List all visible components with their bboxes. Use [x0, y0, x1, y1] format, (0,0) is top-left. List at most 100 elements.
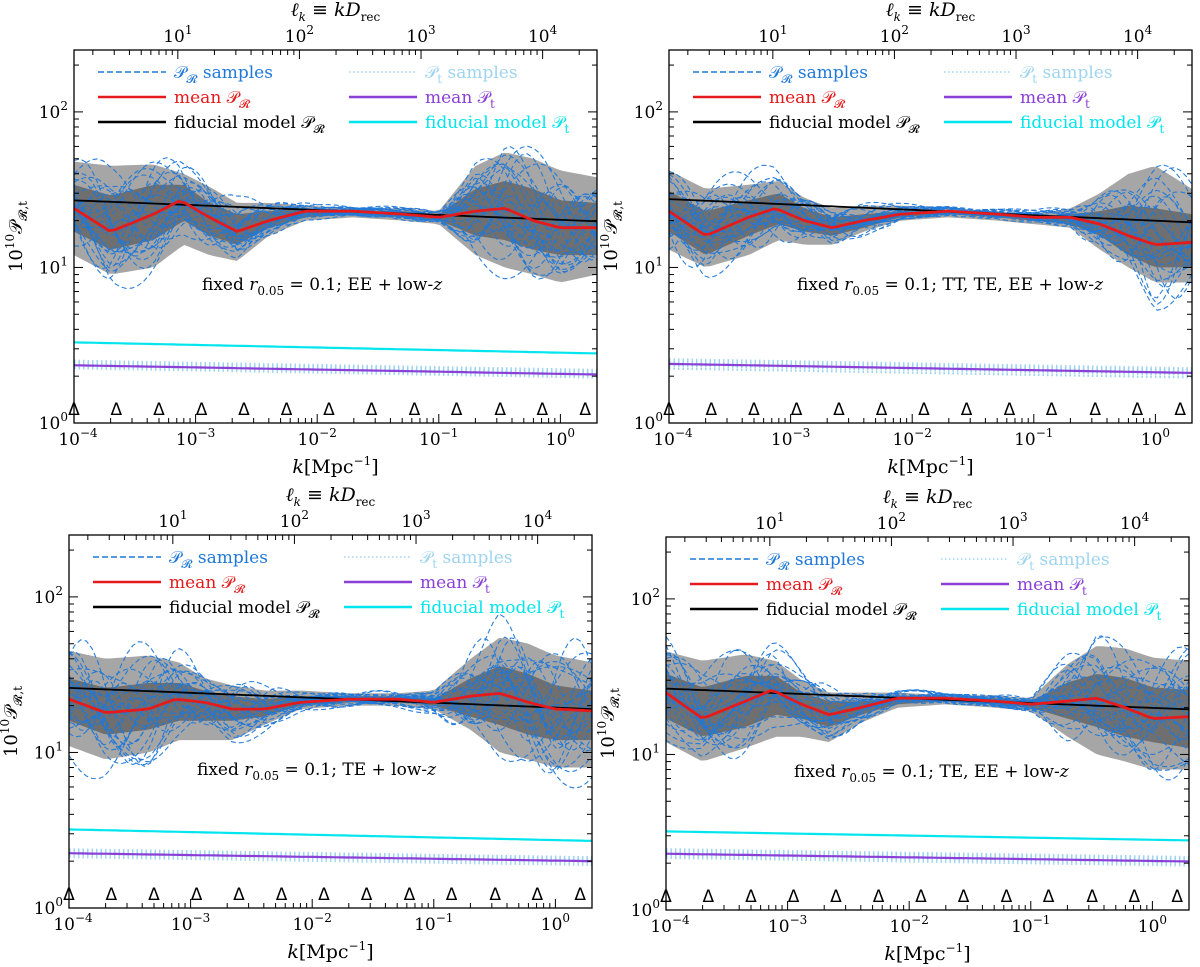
tick-base: 10 — [523, 512, 545, 532]
tick-base: 10 — [171, 915, 193, 935]
scalar-sample-line — [74, 177, 597, 246]
tick-base: 10 — [1014, 430, 1036, 450]
tick-base: 10 — [414, 915, 436, 935]
legend-label: mean 𝒫t — [420, 573, 490, 596]
tick-exponent: −3 — [193, 911, 211, 925]
tick-exponent: −4 — [672, 913, 690, 927]
scalar-sample-line — [669, 177, 1192, 232]
tick-base: 10 — [1141, 430, 1163, 450]
x-axis-label: k[Mpc−1] — [287, 939, 373, 963]
knot-marker: Δ — [536, 400, 548, 420]
scalar-sample-line — [69, 664, 592, 747]
knot-marker: Δ — [873, 887, 885, 907]
y-label-exp: 10 — [595, 721, 609, 736]
y-tick-label: 100 — [634, 410, 663, 434]
x-tick-label: 100 — [1141, 426, 1170, 450]
tensor-sample-line — [69, 856, 592, 867]
x-label-close: ] — [371, 456, 378, 478]
anno-sub: 0.05 — [852, 284, 879, 298]
top-tick-label: 102 — [880, 23, 909, 47]
top-label-D: D — [339, 484, 355, 506]
knot-marker: Δ — [833, 400, 845, 420]
knot-marker: Δ — [1174, 400, 1186, 420]
legend-text: mean 𝒫 — [1017, 575, 1084, 595]
legend-label: mean 𝒫t — [1020, 88, 1090, 111]
legend-sub: 𝓡 — [314, 122, 326, 136]
tick-base: 10 — [893, 430, 915, 450]
top-tick-label: 103 — [401, 508, 430, 532]
knot-marker: Δ — [111, 400, 123, 420]
tick-exponent: −4 — [75, 911, 93, 925]
top-axis-label: ℓk ≡ kDrec — [883, 486, 973, 511]
x-tick-label: 10−4 — [53, 911, 93, 935]
x-label-unit: [Mpc — [304, 456, 354, 478]
top-label-equiv: ≡ — [301, 484, 329, 506]
mean-scalar-line — [74, 199, 597, 233]
x-label-exp: −1 — [949, 454, 967, 468]
tensor-sample-line — [69, 849, 592, 860]
x-tick-label: 10−1 — [1011, 913, 1050, 937]
tick-exponent: 4 — [1145, 23, 1153, 37]
legend-sub: t — [1157, 609, 1162, 623]
legend-sub: 𝓡 — [778, 559, 790, 573]
knot-marker: Δ — [323, 400, 335, 420]
tick-exponent: 2 — [898, 510, 906, 524]
y-tick-label: 101 — [631, 741, 660, 765]
scalar-sample-line — [69, 636, 592, 732]
knot-marker: Δ — [1043, 887, 1055, 907]
y-label-base: 10 — [6, 249, 27, 272]
knot-marker: Δ — [579, 400, 591, 420]
x-axis-label: k[Mpc−1] — [887, 454, 973, 478]
tensor-sample-line — [669, 358, 1192, 370]
x-label-unit: [Mpc — [899, 456, 949, 478]
x-tick-label: 100 — [541, 911, 570, 935]
anno-sub: 0.05 — [257, 284, 284, 298]
legend-label: fiducial model 𝒫𝓡 — [174, 113, 326, 136]
legend-text: 𝒫 — [169, 548, 183, 568]
x-label-k: k — [292, 456, 304, 478]
y-tick-label: 101 — [634, 254, 663, 278]
legend-sub: 𝓡 — [309, 607, 321, 621]
anno-r: r — [841, 762, 850, 782]
x-label-k: k — [287, 941, 299, 963]
legend-rest: samples — [789, 550, 865, 570]
tick-exponent: 3 — [423, 508, 431, 522]
tick-exponent: 2 — [652, 586, 660, 600]
tick-base: 10 — [528, 27, 550, 47]
x-axis-label: k[Mpc−1] — [884, 941, 970, 965]
tick-exponent: 1 — [55, 739, 63, 753]
tick-exponent: 0 — [55, 895, 63, 909]
tick-exponent: −1 — [441, 426, 459, 440]
tick-base: 10 — [39, 258, 61, 278]
anno-z: z — [426, 760, 437, 780]
x-axis-label: k[Mpc−1] — [292, 454, 378, 478]
scalar-sample-line — [69, 637, 592, 750]
top-label-sub-k: k — [894, 10, 901, 24]
knot-marker: Δ — [366, 400, 378, 420]
tick-base: 10 — [631, 901, 653, 921]
tick-base: 10 — [546, 430, 568, 450]
y-label-base: 10 — [598, 736, 619, 759]
legend-text: 𝒫 — [1017, 550, 1031, 570]
y-label-P: 𝒫 — [6, 219, 27, 234]
knot-marker: Δ — [915, 887, 927, 907]
knot-marker: Δ — [958, 887, 970, 907]
tick-exponent: 0 — [60, 410, 68, 424]
x-tick-label: 10−4 — [650, 913, 690, 937]
scalar-sample-line — [69, 666, 592, 769]
knot-marker: Δ — [281, 400, 293, 420]
legend-label: mean 𝒫𝓡 — [769, 88, 846, 111]
knot-marker: Δ — [233, 885, 245, 905]
knot-marker: Δ — [1001, 887, 1013, 907]
knot-marker: Δ — [191, 885, 203, 905]
scalar-sample-line — [74, 157, 597, 255]
tensor-sample-line — [666, 856, 1189, 867]
top-tick-label: 104 — [1123, 23, 1153, 47]
tick-base: 10 — [541, 915, 563, 935]
legend-text: 𝒫 — [420, 548, 434, 568]
tick-exponent: 4 — [1142, 510, 1150, 524]
anno-mid: = 0.1; EE + low- — [284, 275, 433, 295]
knot-marker: Δ — [1131, 400, 1143, 420]
top-tick-label: 103 — [998, 510, 1027, 534]
knot-marker: Δ — [196, 400, 208, 420]
